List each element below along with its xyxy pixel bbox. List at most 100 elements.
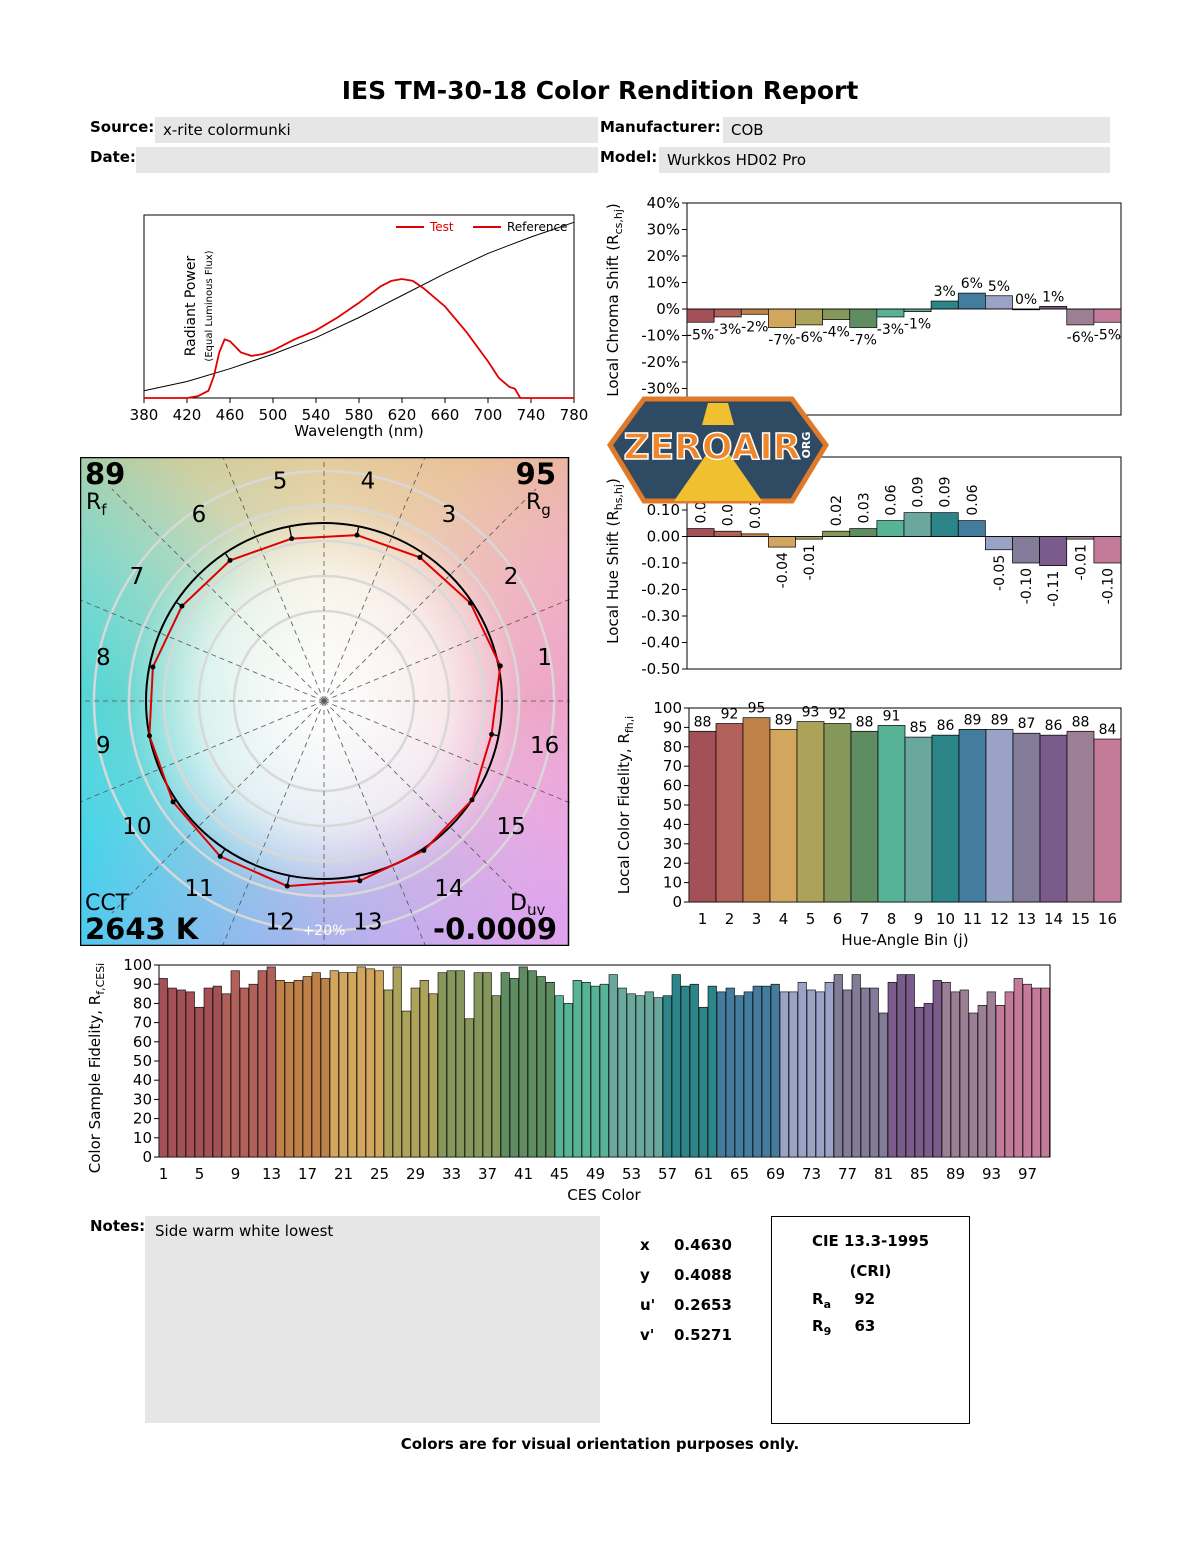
local-fidelity-data-label: 92 <box>829 707 847 723</box>
chroma-shift-data-label: 1% <box>1042 289 1064 305</box>
ces-bar <box>302 976 312 1158</box>
spectrum-ylabel-sub: (Equal Luminous Flux) <box>204 250 215 361</box>
ces-bar <box>599 983 609 1158</box>
ces-xtick-label: 73 <box>802 1165 821 1183</box>
ces-bar <box>572 980 582 1158</box>
ring-label: +20% <box>303 923 346 939</box>
ces-bar <box>932 980 942 1158</box>
local-fidelity-data-label: 95 <box>748 701 766 717</box>
spectrum-xtick-label: 780 <box>560 406 589 424</box>
hue-shift-data-label: -0.05 <box>992 555 1008 591</box>
chroma-shift-bar <box>768 308 796 328</box>
ces-bar <box>743 991 753 1158</box>
spectrum-legend-label: Reference <box>507 220 567 234</box>
ces-bar <box>257 970 267 1158</box>
chroma-shift-ytick-label: 0% <box>656 300 680 318</box>
ces-bar <box>221 993 231 1158</box>
ces-xtick-label: 93 <box>982 1165 1001 1183</box>
cvg-arrow-head <box>170 799 176 805</box>
chroma-shift-data-label: -7% <box>768 333 795 349</box>
ces-bar <box>365 968 375 1158</box>
chroma-shift-ytick-label: 10% <box>647 274 680 292</box>
ces-bar <box>878 1012 888 1158</box>
ra-sub: a <box>823 1298 831 1311</box>
hue-shift-data-label: -0.01 <box>1073 544 1089 580</box>
hue-shift-bar <box>686 528 715 537</box>
chroma-shift-bar <box>1066 308 1095 326</box>
local-fidelity-data-label: 89 <box>964 712 982 728</box>
ces-xtick-label: 33 <box>442 1165 461 1183</box>
chroma-shift-bar <box>957 292 986 310</box>
local-fidelity-xtick-label: 14 <box>1044 910 1063 928</box>
hue-shift-ytick-label: 0.00 <box>647 528 680 546</box>
ces-bar <box>644 991 654 1158</box>
local-fidelity-bar <box>1039 734 1068 903</box>
ces-bar <box>671 974 681 1158</box>
local-fidelity-xtick-label: 16 <box>1098 910 1117 928</box>
chroma-shift-data-label: -2% <box>741 319 768 335</box>
local-fidelity-xlabel: Hue-Angle Bin (j) <box>841 931 968 949</box>
ces-bar <box>194 1006 204 1158</box>
rf-label: Rf <box>86 490 107 519</box>
ces-bar <box>1040 987 1050 1158</box>
ces-bar <box>212 985 222 1158</box>
chromaticity-row: y 0.4088 <box>640 1266 760 1296</box>
chroma-shift-data-label: -3% <box>877 322 904 338</box>
chroma-shift-bar <box>740 308 769 315</box>
ces-bar <box>167 987 177 1158</box>
ra-value: 92 <box>854 1290 876 1308</box>
chroma-shift-data-label: -5% <box>1094 327 1121 343</box>
spectrum-xtick-label: 700 <box>474 406 503 424</box>
local-fidelity-bar <box>877 725 906 903</box>
ces-bar <box>869 987 879 1158</box>
local-fidelity-bar <box>715 723 744 903</box>
local-fidelity-data-label: 86 <box>937 718 955 734</box>
chroma-shift-data-label: 3% <box>934 284 956 300</box>
hue-shift-bar <box>713 530 742 537</box>
ces-bar <box>797 981 807 1158</box>
cvg-ring <box>162 539 486 863</box>
ces-bar <box>689 983 699 1158</box>
local-fidelity-chart: Local Color Fidelity, Rfh,i Hue-Angle Bi… <box>615 699 1122 949</box>
local-fidelity-data-label: 88 <box>1072 714 1090 730</box>
spectrum-xtick-label: 540 <box>302 406 331 424</box>
cri-title: CIE 13.3-1995 <box>811 1232 930 1250</box>
ces-xtick-label: 65 <box>730 1165 749 1183</box>
ces-xtick-label: 49 <box>586 1165 605 1183</box>
hue-shift-data-label: 0.01 <box>748 498 764 529</box>
ces-xtick-label: 61 <box>694 1165 713 1183</box>
cvg-bin-label: 16 <box>530 733 559 759</box>
cvg-ring <box>127 504 521 898</box>
local-fidelity-xtick-label: 13 <box>1017 910 1036 928</box>
ces-bar <box>716 991 726 1158</box>
rf-value: 89 <box>85 457 125 491</box>
ces-xtick-label: 41 <box>514 1165 533 1183</box>
ces-xtick-label: 29 <box>406 1165 425 1183</box>
cvg-bin-label: 1 <box>537 645 552 671</box>
local-fidelity-xtick-label: 4 <box>779 910 789 928</box>
spectrum-xtick-label: 380 <box>130 406 159 424</box>
chromaticity-table: x 0.4630 y 0.4088 u' 0.2653 v' 0.5271 <box>640 1236 760 1356</box>
local-fidelity-ytick-label: 40 <box>663 815 682 833</box>
chromaticity-row: v' 0.5271 <box>640 1326 760 1356</box>
chroma-shift-bar <box>822 308 851 320</box>
hue-shift-data-label: 0.06 <box>965 484 981 515</box>
ces-bar <box>374 970 384 1158</box>
hue-shift-ytick-label: -0.10 <box>641 554 680 572</box>
ces-bar <box>437 972 447 1158</box>
ces-bar <box>554 995 564 1158</box>
local-fidelity-xtick-label: 7 <box>860 910 870 928</box>
local-fidelity-data-label: 88 <box>856 714 874 730</box>
spectrum-xtick-label: 580 <box>345 406 374 424</box>
local-fidelity-ytick-label: 60 <box>663 777 682 795</box>
ces-bar <box>824 981 834 1158</box>
chroma-shift-bar <box>713 308 742 318</box>
local-fidelity-ytick-label: 90 <box>663 718 682 736</box>
ces-ytick-label: 90 <box>133 975 152 993</box>
spectrum-xtick-label: 620 <box>388 406 417 424</box>
ces-bar <box>563 1003 573 1158</box>
spectrum-line-reference <box>143 221 575 392</box>
local-fidelity-data-label: 85 <box>910 720 928 736</box>
cvg-spoke <box>80 599 325 702</box>
notes-label: Notes: <box>90 1217 146 1235</box>
